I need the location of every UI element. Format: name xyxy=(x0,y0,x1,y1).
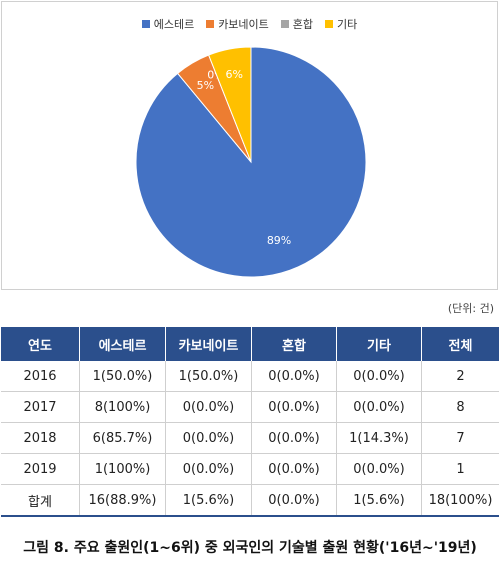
cell-year: 2017 xyxy=(1,391,80,423)
header-mixed: 혼합 xyxy=(251,327,337,361)
legend-item-ester: 에스테르 xyxy=(141,16,195,32)
cell-ester: 16(88.9%) xyxy=(79,484,166,517)
pie-label-3: 6% xyxy=(225,68,242,81)
cell-total: 8 xyxy=(421,391,499,423)
legend-item-mixed: 혼합 xyxy=(280,16,314,32)
cell-year: 2018 xyxy=(1,422,80,454)
legend-swatch-other xyxy=(325,20,334,28)
pie-label-1: 5% xyxy=(197,79,214,92)
data-table: 연도 에스테르 카보네이트 혼합 기타 전체 2016 1(50.0%) 1(5… xyxy=(1,327,499,517)
pie-label-0: 89% xyxy=(267,234,291,247)
legend-swatch-mixed xyxy=(280,20,289,28)
cell-mixed: 0(0.0%) xyxy=(251,453,337,485)
legend-item-other: 기타 xyxy=(325,16,357,32)
pie-slice-3 xyxy=(208,46,252,163)
cell-mixed: 0(0.0%) xyxy=(251,422,337,454)
cell-total: 2 xyxy=(421,361,499,392)
legend-swatch-ester xyxy=(141,20,150,28)
cell-ester: 1(100%) xyxy=(79,453,166,485)
cell-other: 0(0.0%) xyxy=(336,453,422,485)
cell-ester: 6(85.7%) xyxy=(79,422,166,454)
cell-mixed: 0(0.0%) xyxy=(251,484,337,517)
cell-total: 7 xyxy=(421,422,499,454)
cell-carbonate: 0(0.0%) xyxy=(165,391,252,423)
cell-other: 1(14.3%) xyxy=(336,422,422,454)
chart-legend: 에스테르 카보네이트 혼합 기타 xyxy=(2,16,497,32)
table-header-row: 연도 에스테르 카보네이트 혼합 기타 전체 xyxy=(1,327,499,361)
cell-mixed: 0(0.0%) xyxy=(251,361,337,392)
cell-year: 합계 xyxy=(1,484,80,517)
cell-ester: 1(50.0%) xyxy=(79,361,166,392)
legend-label-ester: 에스테르 xyxy=(153,18,195,31)
header-total: 전체 xyxy=(421,327,499,361)
legend-item-carbonate: 카보네이트 xyxy=(206,16,269,32)
cell-carbonate: 0(0.0%) xyxy=(165,422,252,454)
cell-carbonate: 1(5.6%) xyxy=(165,484,252,517)
legend-label-other: 기타 xyxy=(337,18,358,31)
figure-caption: 그림 8. 주요 출원인(1~6위) 중 외국인의 기술별 출원 현황('16년… xyxy=(23,540,477,556)
table-row: 2017 8(100%) 0(0.0%) 0(0.0%) 0(0.0%) 8 xyxy=(1,391,499,423)
pie-chart: 89%5%0% 6% xyxy=(135,46,367,278)
legend-label-carbonate: 카보네이트 xyxy=(218,18,269,31)
legend-swatch-carbonate xyxy=(206,20,215,28)
table-row-total: 합계 16(88.9%) 1(5.6%) 0(0.0%) 1(5.6%) 18(… xyxy=(1,484,499,517)
table-row: 2018 6(85.7%) 0(0.0%) 0(0.0%) 1(14.3%) 7 xyxy=(1,422,499,454)
header-ester: 에스테르 xyxy=(79,327,166,361)
cell-year: 2016 xyxy=(1,361,80,392)
cell-total: 18(100%) xyxy=(421,484,499,517)
chart-frame: 에스테르 카보네이트 혼합 기타 89% 5% 0% 6% xyxy=(1,1,498,290)
table-row: 2019 1(100%) 0(0.0%) 0(0.0%) 0(0.0%) 1 xyxy=(1,453,499,485)
cell-other: 0(0.0%) xyxy=(336,361,422,392)
cell-other: 0(0.0%) xyxy=(336,391,422,423)
cell-carbonate: 1(50.0%) xyxy=(165,361,252,392)
cell-mixed: 0(0.0%) xyxy=(251,391,337,423)
cell-carbonate: 0(0.0%) xyxy=(165,453,252,485)
unit-note: (단위: 건) xyxy=(447,302,494,315)
header-year: 연도 xyxy=(1,327,80,361)
cell-other: 1(5.6%) xyxy=(336,484,422,517)
cell-total: 1 xyxy=(421,453,499,485)
cell-year: 2019 xyxy=(1,453,80,485)
header-carbonate: 카보네이트 xyxy=(165,327,252,361)
table-row: 2016 1(50.0%) 1(50.0%) 0(0.0%) 0(0.0%) 2 xyxy=(1,361,499,392)
legend-label-mixed: 혼합 xyxy=(292,18,314,31)
header-other: 기타 xyxy=(336,327,422,361)
cell-ester: 8(100%) xyxy=(79,391,166,423)
